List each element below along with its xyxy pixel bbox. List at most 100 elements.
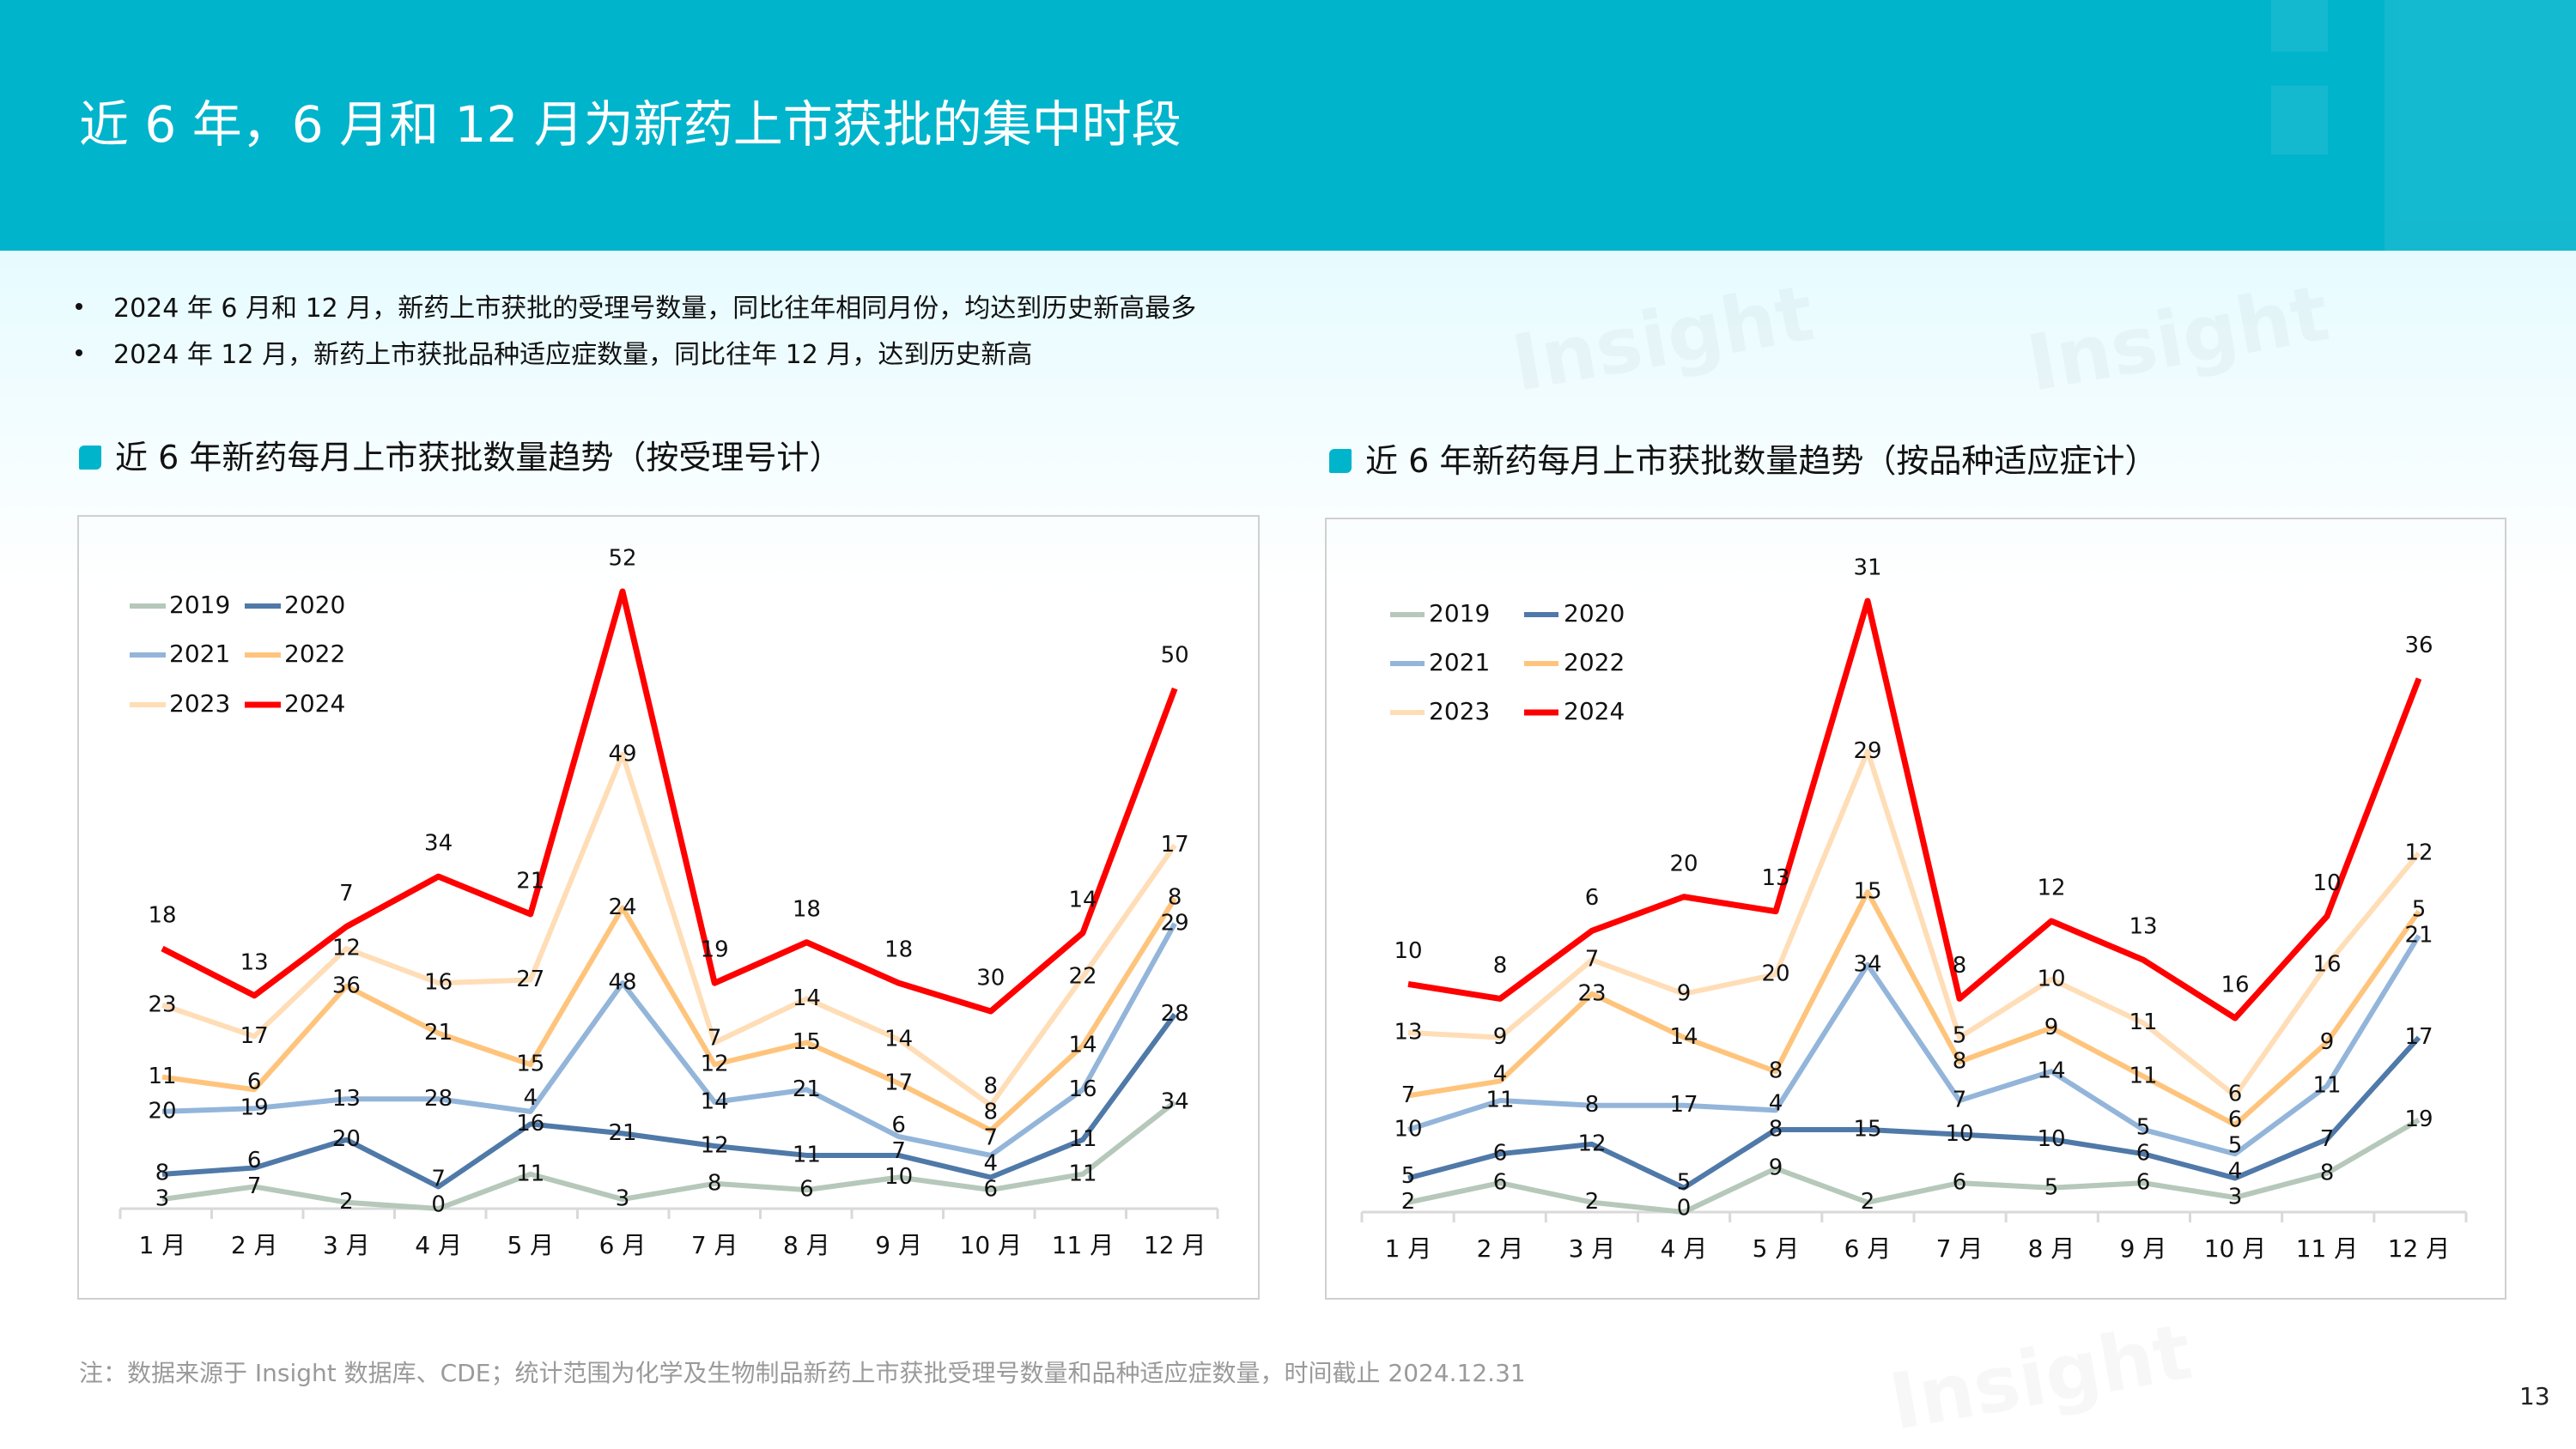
- data-label-2022: 17: [884, 1070, 913, 1096]
- data-label-2024: 19: [701, 937, 729, 963]
- x-tick-label: 6 月: [599, 1231, 647, 1259]
- data-label-2023: 29: [1853, 738, 1881, 764]
- data-label-2023: 14: [793, 985, 821, 1011]
- data-label-2022: 15: [1853, 879, 1881, 905]
- data-label-2024: 13: [240, 949, 269, 975]
- data-label-2024: 16: [2221, 973, 2249, 998]
- data-label-2022: 11: [2129, 1063, 2157, 1088]
- data-label-2020: 11: [793, 1142, 821, 1167]
- data-label-2021: 20: [148, 1098, 176, 1124]
- chart-svg: 1 月 2 月 3 月 4 月 5 月 6 月 7 月 8 月 9 月 10 月 11 月 12 月 3…: [118, 545, 1219, 1259]
- data-label-2021: 19: [240, 1095, 269, 1121]
- data-label-2023: 7: [1585, 947, 1600, 973]
- series-line-2024: [161, 588, 1178, 1015]
- legend-label: 2020: [1564, 599, 1625, 627]
- data-label-2022: 8: [984, 1100, 999, 1125]
- x-tick-label: 8 月: [783, 1231, 830, 1259]
- data-label-2021: 7: [1953, 1088, 1967, 1113]
- chart-title-text: 近 6 年新药每月上市获批数量趋势（按品种适应症计）: [1365, 442, 2158, 480]
- data-label-2023: 22: [1068, 963, 1097, 989]
- data-label-2021: 11: [1485, 1088, 1514, 1113]
- data-label-2019: 8: [708, 1170, 722, 1196]
- data-label-2022: 21: [424, 1020, 453, 1046]
- data-label-2020: 12: [1577, 1131, 1606, 1156]
- data-label-2024: 10: [1394, 938, 1422, 964]
- data-label-2020: 6: [1493, 1141, 1508, 1167]
- watermark: Insight: [1885, 1313, 2197, 1442]
- data-label-2024: 8: [1493, 953, 1508, 979]
- data-label-2023: 10: [2037, 966, 2065, 991]
- chart-by-application-number: 1 月 2 月 3 月 4 月 5 月 6 月 7 月 8 月 9 月 10 月 11 月 12 月 3…: [77, 515, 1260, 1300]
- data-label-2020: 17: [2404, 1024, 2433, 1050]
- series-line-2021: [1407, 934, 2421, 1157]
- legend-label: 2021: [169, 640, 230, 668]
- data-label-2020: 4: [984, 1151, 999, 1177]
- data-label-2021: 4: [524, 1085, 538, 1111]
- data-label-2021: 29: [1161, 910, 1189, 936]
- data-label-2024: 31: [1853, 555, 1881, 581]
- data-label-2022: 6: [2228, 1107, 2243, 1133]
- data-label-2020: 6: [2136, 1141, 2151, 1167]
- data-label-2023: 20: [1761, 961, 1789, 987]
- data-label-2019: 6: [984, 1177, 999, 1203]
- data-label-2021: 14: [2037, 1058, 2065, 1084]
- data-label-2022: 11: [148, 1064, 176, 1089]
- data-label-2019: 2: [1585, 1189, 1600, 1215]
- data-label-2024: 30: [976, 966, 1005, 991]
- data-label-2021: 11: [2312, 1073, 2341, 1099]
- x-tick-label: 2 月: [1477, 1234, 1524, 1263]
- data-label-2019: 3: [155, 1186, 170, 1212]
- legend-label: 2021: [1429, 648, 1490, 676]
- x-tick-label: 7 月: [1936, 1234, 1984, 1263]
- data-label-2023: 9: [1677, 980, 1692, 1006]
- data-label-2023: 17: [1161, 832, 1189, 858]
- x-tick-label: 12 月: [1144, 1231, 1206, 1259]
- data-label-2019: 0: [431, 1192, 446, 1218]
- data-label-2022: 9: [2044, 1015, 2059, 1040]
- logo-watermark-shape: [2271, 0, 2328, 52]
- x-tick-label: 4 月: [415, 1231, 462, 1259]
- data-label-2019: 8: [2320, 1160, 2335, 1185]
- data-label-2024: 18: [884, 937, 913, 963]
- x-tick-label: 2 月: [231, 1231, 278, 1259]
- data-label-2022: 12: [701, 1052, 729, 1077]
- data-label-2024: 18: [793, 896, 821, 922]
- data-label-2022: 15: [516, 1052, 544, 1077]
- data-label-2022: 8: [1953, 1048, 1967, 1074]
- data-label-2020: 8: [1769, 1116, 1783, 1142]
- legend-label: 2023: [169, 689, 230, 718]
- data-label-2019: 6: [1493, 1170, 1508, 1196]
- data-label-2024: 20: [1669, 851, 1698, 876]
- series-line-2021: [161, 922, 1177, 1158]
- data-label-2021: 48: [608, 970, 636, 996]
- data-label-2024: 21: [516, 868, 544, 894]
- series-line-2023: [161, 751, 1177, 1108]
- data-label-2024: 10: [2312, 870, 2341, 896]
- data-label-2020: 7: [2320, 1126, 2335, 1152]
- page-number: 13: [2519, 1382, 2550, 1410]
- data-label-2019: 19: [2404, 1106, 2433, 1132]
- data-label-2023: 12: [332, 936, 361, 961]
- data-label-2021: 17: [1669, 1092, 1698, 1118]
- data-label-2024: 7: [339, 881, 354, 906]
- data-label-2022: 6: [247, 1070, 262, 1095]
- data-label-2019: 7: [247, 1173, 262, 1199]
- data-label-2023: 6: [2228, 1082, 2243, 1107]
- data-label-2020: 11: [1068, 1126, 1097, 1152]
- data-label-2022: 4: [1493, 1062, 1508, 1088]
- data-label-2022: 23: [1577, 980, 1606, 1006]
- section-marker-icon: [79, 445, 101, 470]
- data-label-2023: 23: [148, 991, 176, 1017]
- x-tick-label: 11 月: [2296, 1234, 2359, 1263]
- data-label-2022: 5: [2412, 896, 2427, 922]
- data-label-2020: 16: [516, 1111, 544, 1137]
- data-label-2023: 12: [2404, 840, 2433, 865]
- data-label-2023: 27: [516, 967, 544, 992]
- data-label-2019: 0: [1677, 1196, 1692, 1222]
- legend-label: 2022: [1564, 648, 1625, 676]
- data-label-2022: 8: [1168, 884, 1182, 910]
- data-label-2020: 8: [155, 1161, 170, 1186]
- x-tick-label: 10 月: [960, 1231, 1023, 1259]
- data-label-2021: 21: [793, 1076, 821, 1102]
- data-label-2024: 12: [2037, 876, 2065, 901]
